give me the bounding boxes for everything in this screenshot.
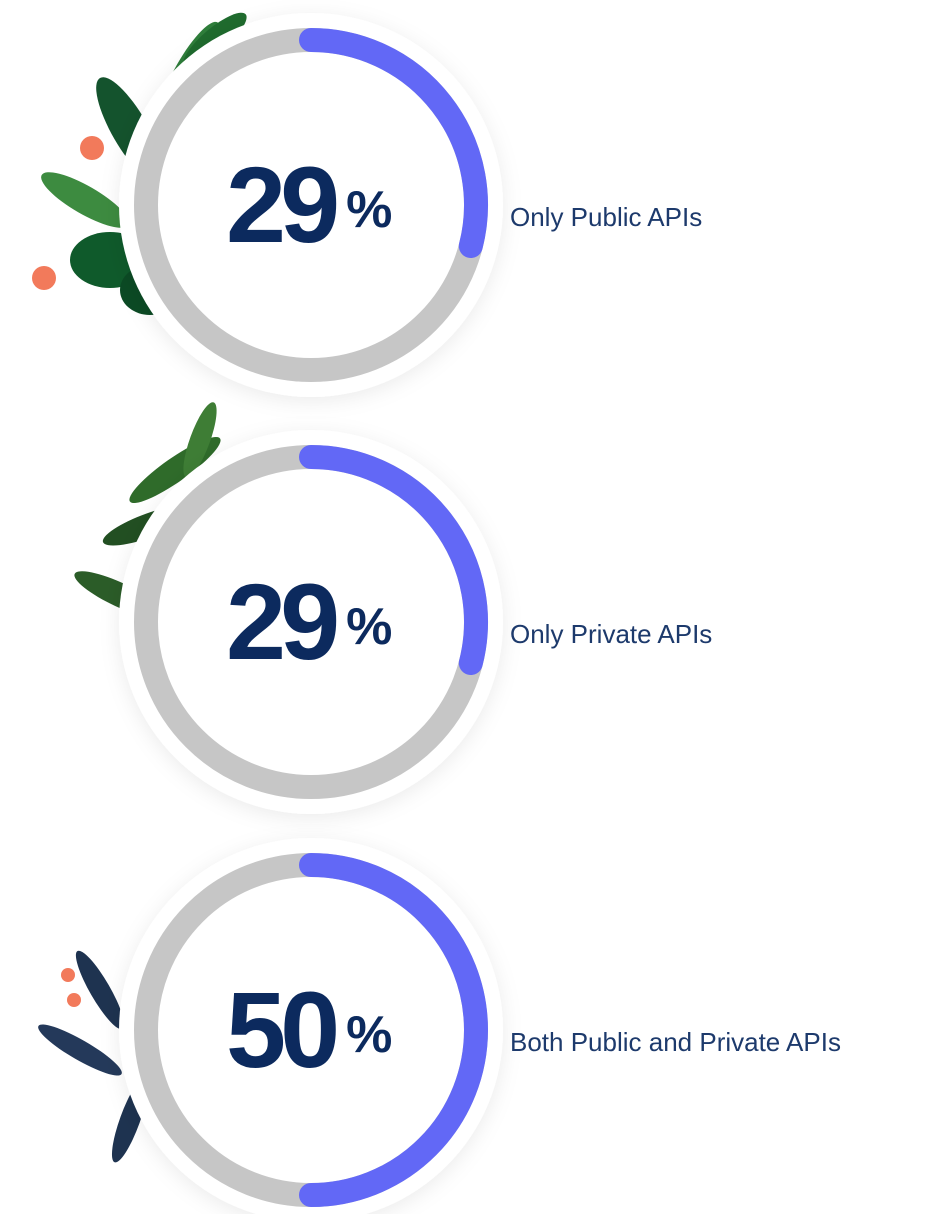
value-label: 29% — [226, 561, 392, 682]
value-unit: % — [346, 1006, 392, 1064]
card-circle — [119, 13, 503, 397]
value-unit: % — [346, 598, 392, 656]
value-unit: % — [346, 181, 392, 239]
category-label: Only Private APIs — [510, 619, 712, 649]
value-arc — [299, 853, 488, 1207]
decoration-leaves-3 — [38, 950, 149, 1163]
card-circle — [119, 838, 503, 1214]
value-number: 50 — [226, 969, 336, 1090]
value-label: 50% — [226, 969, 392, 1090]
card-circle — [119, 430, 503, 814]
value-number: 29 — [226, 144, 337, 265]
value-arc — [299, 445, 488, 676]
value-arc — [299, 28, 488, 259]
category-label: Only Public APIs — [510, 202, 702, 232]
category-label: Both Public and Private APIs — [510, 1027, 841, 1057]
value-label: 29% — [226, 144, 392, 265]
value-number: 29 — [226, 561, 337, 682]
